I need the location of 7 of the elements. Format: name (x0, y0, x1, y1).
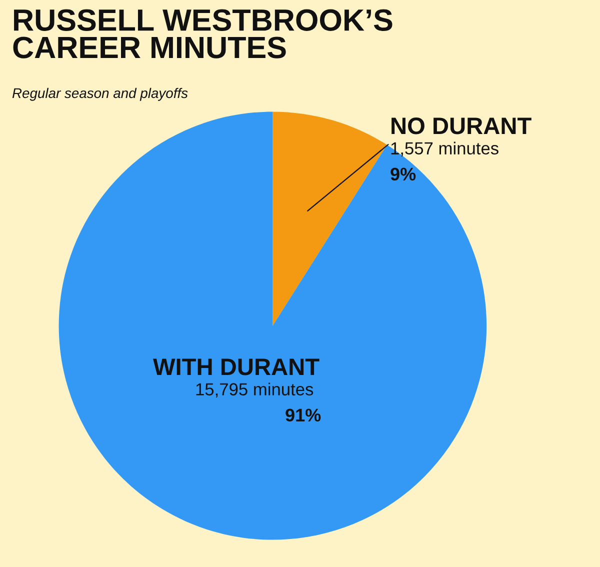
pie-slice (272, 112, 388, 326)
slice-label: NO DURANT (392, 118, 532, 134)
data-label: 15,795 minutes 91% (196, 382, 321, 422)
slice-label: WITH DURANT (153, 358, 320, 376)
chart-subtitle: Regular season and playoffs (12, 88, 188, 101)
chart-title: RUSSELL WESTBROOK’S CAREER MINUTES (13, 9, 392, 58)
data-label: 1,557 minutes 9% (390, 142, 498, 181)
